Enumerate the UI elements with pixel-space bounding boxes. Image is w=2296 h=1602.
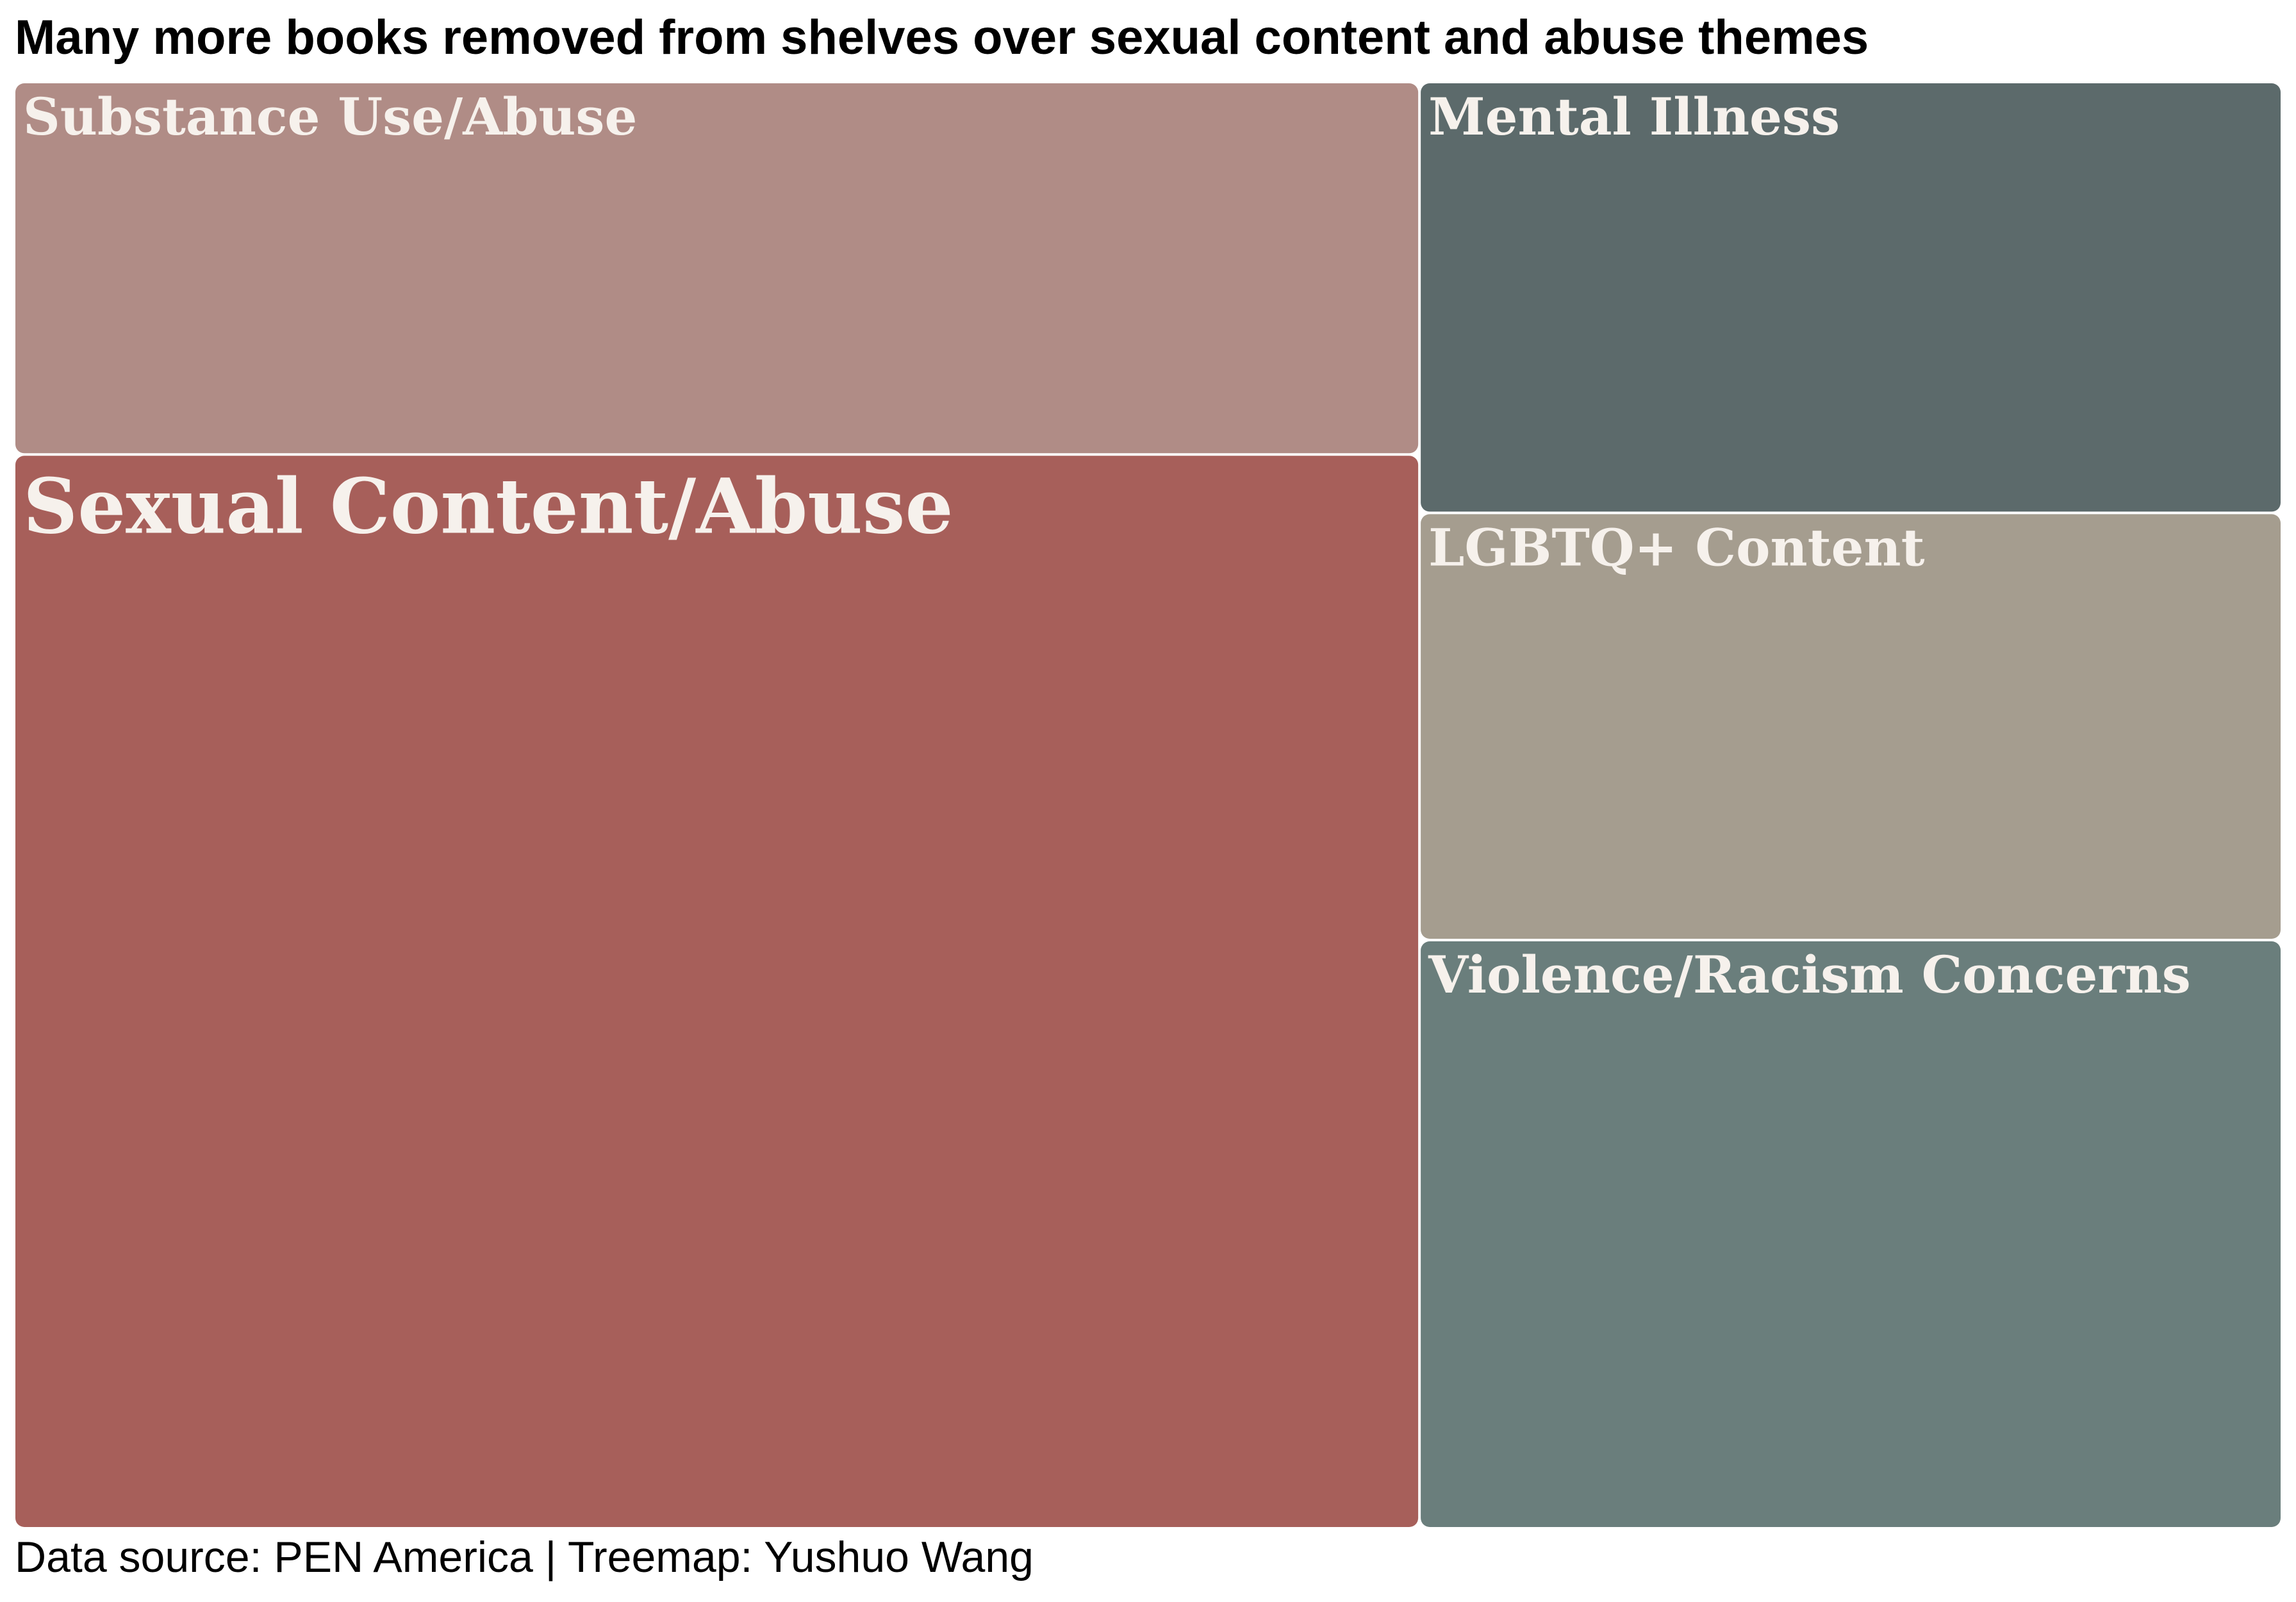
tile-rect-sexual-content-abuse: [15, 456, 1419, 1527]
tile-label-substance-use-abuse: Substance Use/Abuse: [23, 87, 637, 147]
tile-lgbtq-content: LGBTQ+ Content: [1421, 514, 2281, 939]
chart-caption: Data source: PEN America | Treemap: Yush…: [15, 1533, 1034, 1581]
tile-mental-illness: Mental Illness: [1421, 83, 2281, 512]
tile-label-violence-racism-concerns: Violence/Racism Concerns: [1428, 945, 2191, 1005]
tile-label-lgbtq-content: LGBTQ+ Content: [1428, 517, 1925, 577]
tile-sexual-content-abuse: Sexual Content/Abuse: [15, 456, 1419, 1527]
tile-rect-substance-use-abuse: [15, 83, 1419, 454]
tile-label-mental-illness: Mental Illness: [1428, 87, 1840, 147]
tile-rect-mental-illness: [1421, 83, 2281, 512]
chart-title: Many more books removed from shelves ove…: [15, 10, 1869, 65]
tile-rect-lgbtq-content: [1421, 514, 2281, 939]
tile-violence-racism-concerns: Violence/Racism Concerns: [1421, 941, 2281, 1527]
tile-rect-violence-racism-concerns: [1421, 941, 2281, 1527]
tile-label-sexual-content-abuse: Sexual Content/Abuse: [23, 461, 954, 550]
tile-substance-use-abuse: Substance Use/Abuse: [15, 83, 1419, 454]
